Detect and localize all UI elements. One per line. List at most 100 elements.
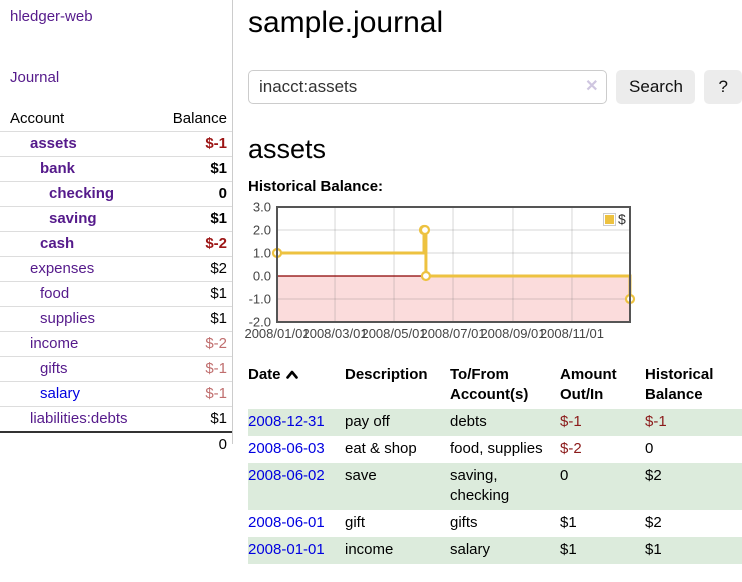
- column-header-date[interactable]: Date: [248, 362, 345, 409]
- account-link-checking[interactable]: checking: [49, 185, 115, 202]
- transaction-accounts: salary: [450, 541, 491, 558]
- account-balance: $1: [210, 210, 227, 227]
- account-column-label: Account: [10, 110, 65, 127]
- transaction-accounts: debts: [450, 413, 487, 430]
- balance-column-label: Balance: [172, 110, 227, 127]
- account-link-salary[interactable]: salary: [40, 385, 81, 402]
- search-form: ✕ Search ?: [248, 70, 742, 104]
- transaction-balance: $-1: [645, 413, 667, 430]
- transaction-balance: $1: [645, 541, 662, 558]
- historical-balance-chart: 3.0 2.0 1.0 0.0 -1.0 -2.0 2008/01/01 2008/03/01…: [244, 196, 742, 344]
- search-input[interactable]: [248, 70, 608, 104]
- table-row: 2008-01-01 income salary $1 $1: [248, 537, 742, 564]
- svg-text:-2.0: -2.0: [249, 315, 271, 330]
- account-link-expenses[interactable]: expenses: [30, 260, 95, 277]
- account-heading: assets: [248, 134, 327, 164]
- account-balance: $1: [210, 310, 227, 327]
- account-row-gifts: gifts $-1: [0, 356, 232, 381]
- transaction-description: income: [345, 541, 394, 558]
- register-header-row: Date Description To/From Account(s) Amou…: [248, 362, 742, 409]
- account-row-saving: saving $1: [0, 206, 232, 231]
- account-link-saving[interactable]: saving: [49, 210, 97, 227]
- page-title: sample.journal: [248, 6, 444, 39]
- account-tree: Account Balance assets $-1 bank $1 check…: [0, 107, 232, 457]
- transaction-amount: $-2: [560, 440, 582, 457]
- sort-asc-icon: [285, 365, 298, 385]
- sidebar-item-journal[interactable]: Journal: [10, 69, 60, 86]
- account-balance: $1: [210, 285, 227, 302]
- column-header-accounts[interactable]: To/From Account(s): [450, 366, 529, 403]
- account-row-checking: checking 0: [0, 181, 232, 206]
- transaction-description: pay off: [345, 413, 390, 430]
- transaction-balance: 0: [645, 440, 654, 457]
- table-row: 2008-06-01 gift gifts $1 $2: [248, 510, 742, 537]
- search-button[interactable]: Search: [616, 70, 696, 104]
- account-balance: $-1: [205, 135, 227, 152]
- chart-title: Historical Balance:: [248, 178, 384, 195]
- transaction-date-link[interactable]: 2008-06-03: [248, 440, 325, 457]
- clear-search-icon[interactable]: ✕: [585, 78, 599, 95]
- transaction-accounts: gifts: [450, 514, 478, 531]
- transaction-description: save: [345, 467, 377, 484]
- account-row-food: food $1: [0, 281, 232, 306]
- transaction-accounts: food, supplies: [450, 440, 543, 457]
- account-link-income[interactable]: income: [30, 335, 79, 352]
- account-link-food[interactable]: food: [40, 285, 70, 302]
- balance-chart-svg: 3.0 2.0 1.0 0.0 -1.0 -2.02008/01/012008/03/01…: [244, 200, 636, 341]
- legend-swatch: [603, 212, 616, 226]
- chart-legend: $: [603, 211, 626, 227]
- legend-label: $: [618, 211, 626, 227]
- svg-text:-1.0: -1.0: [249, 292, 271, 307]
- help-button[interactable]: ?: [704, 70, 742, 104]
- transaction-date-link[interactable]: 2008-12-31: [248, 413, 325, 430]
- main-content: sample.journal ✕ Search ? assets Histori…: [244, 0, 742, 564]
- account-link-assets[interactable]: assets: [30, 135, 77, 152]
- account-row-income: income $-2: [0, 331, 232, 356]
- transaction-date-link[interactable]: 2008-01-01: [248, 541, 325, 558]
- svg-text:2008/03/01: 2008/03/01: [302, 326, 367, 341]
- account-link-supplies[interactable]: supplies: [40, 310, 96, 327]
- account-row-salary: salary $-1: [0, 381, 232, 406]
- account-balance: $-2: [205, 335, 227, 352]
- transaction-balance: $2: [645, 467, 662, 484]
- account-row-assets: assets $-1: [0, 131, 232, 156]
- account-link-cash[interactable]: cash: [40, 235, 75, 252]
- transaction-amount: $-1: [560, 413, 582, 430]
- account-row-liabilities-debts: liabilities:debts $1: [0, 406, 232, 431]
- transaction-date-link[interactable]: 2008-06-01: [248, 514, 325, 531]
- account-balance: $-1: [205, 360, 227, 377]
- account-link-bank[interactable]: bank: [40, 160, 76, 177]
- account-total-balance: 0: [218, 436, 227, 453]
- transaction-amount: $1: [560, 541, 577, 558]
- account-total-row: 0: [0, 431, 232, 457]
- transaction-description: eat & shop: [345, 440, 417, 457]
- account-balance: $2: [210, 260, 227, 277]
- svg-text:0.0: 0.0: [253, 269, 271, 284]
- transaction-description: gift: [345, 514, 366, 531]
- table-row: 2008-12-31 pay off debts $-1 $-1: [248, 409, 742, 436]
- account-row-cash: cash $-2: [0, 231, 232, 256]
- column-header-balance[interactable]: Historical Balance: [645, 366, 714, 403]
- transaction-amount: 0: [560, 467, 569, 484]
- svg-text:2.0: 2.0: [253, 223, 271, 238]
- account-tree-header: Account Balance: [0, 107, 232, 131]
- account-link-liabilities-debts[interactable]: liabilities:debts: [30, 410, 128, 427]
- transaction-date-link[interactable]: 2008-06-02: [248, 467, 325, 484]
- svg-text:1.0: 1.0: [253, 246, 271, 261]
- column-header-amount[interactable]: Amount Out/In: [560, 366, 617, 403]
- sidebar: hledger-web Journal Account Balance asse…: [0, 0, 233, 453]
- transaction-balance: $2: [645, 514, 662, 531]
- brand-link[interactable]: hledger-web: [10, 8, 93, 25]
- transaction-accounts: saving, checking: [450, 467, 510, 504]
- svg-text:2008/11/01: 2008/11/01: [540, 326, 604, 341]
- svg-text:3.0: 3.0: [253, 200, 271, 215]
- account-balance: $1: [210, 160, 227, 177]
- account-link-gifts[interactable]: gifts: [40, 360, 68, 377]
- table-row: 2008-06-02 save saving, checking 0 $2: [248, 463, 742, 510]
- register-table: Date Description To/From Account(s) Amou…: [248, 362, 742, 564]
- account-row-expenses: expenses $2: [0, 256, 232, 281]
- svg-text:2008/07/01: 2008/07/01: [420, 326, 485, 341]
- column-header-description[interactable]: Description: [345, 366, 428, 383]
- svg-text:2008/01/01: 2008/01/01: [244, 326, 309, 341]
- table-row: 2008-06-03 eat & shop food, supplies $-2…: [248, 436, 742, 463]
